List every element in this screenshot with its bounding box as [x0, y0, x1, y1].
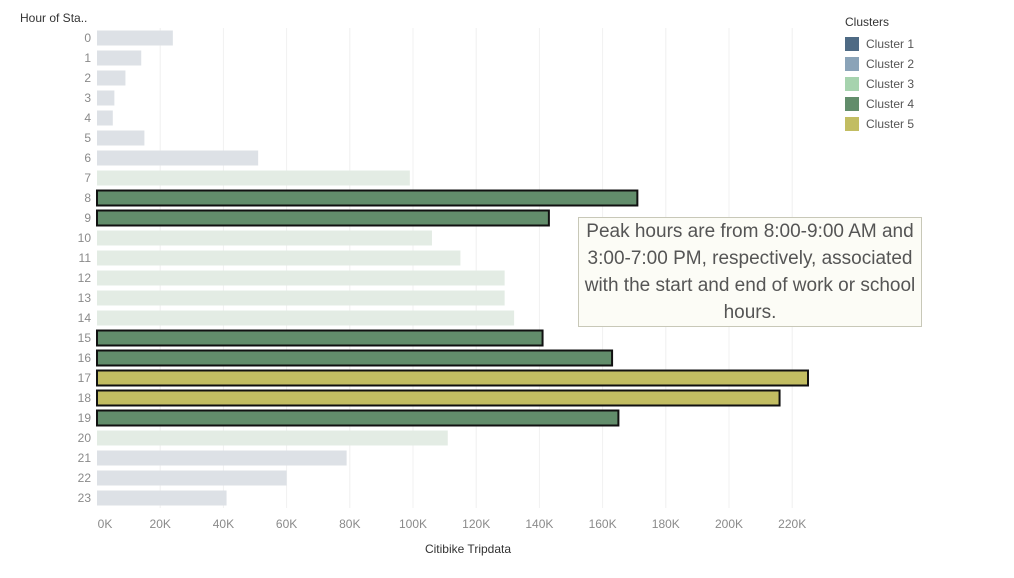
legend-label: Cluster 2	[866, 57, 915, 71]
y-tick-label: 23	[78, 491, 92, 505]
y-tick-label: 3	[84, 91, 91, 105]
y-tick-label: 11	[79, 251, 92, 265]
annotation-callout: Peak hours are from 8:00-9:00 AM and 3:0…	[578, 217, 922, 327]
legend-swatch	[845, 117, 859, 131]
legend-label: Cluster 3	[866, 77, 915, 91]
x-tick-label: 100K	[399, 517, 427, 531]
bar-hour-4[interactable]	[97, 110, 113, 126]
y-tick-label: 5	[84, 131, 91, 145]
x-tick-label: 160K	[589, 517, 617, 531]
y-tick-label: 18	[78, 391, 92, 405]
y-tick-label: 7	[84, 171, 91, 185]
bar-hour-8[interactable]	[96, 189, 639, 207]
bar-hour-6[interactable]	[97, 150, 259, 166]
bar-hour-13[interactable]	[97, 290, 505, 306]
bar-hour-14[interactable]	[97, 310, 515, 326]
y-tick-label: 2	[84, 71, 91, 85]
y-tick-label: 13	[78, 291, 92, 305]
legend: Clusters Cluster 1 Cluster 2 Cluster 3 C…	[845, 14, 965, 134]
bars-group	[96, 30, 809, 506]
bar-hour-9[interactable]	[96, 209, 550, 227]
annotation-text: Peak hours are from 8:00-9:00 AM and 3:0…	[584, 221, 916, 323]
bar-hour-10[interactable]	[97, 230, 432, 246]
x-axis-title: Citibike Tripdata	[425, 542, 511, 556]
bar-hour-17[interactable]	[96, 369, 809, 387]
x-tick-label: 180K	[652, 517, 680, 531]
bar-hour-2[interactable]	[97, 70, 126, 86]
bar-hour-20[interactable]	[97, 430, 448, 446]
legend-swatch	[845, 77, 859, 91]
x-tick-label: 60K	[276, 517, 297, 531]
y-tick-label: 0	[84, 31, 91, 45]
x-tick-label: 0K	[98, 517, 113, 531]
x-tick-label: 20K	[150, 517, 171, 531]
x-tick-label: 200K	[715, 517, 743, 531]
bar-hour-21[interactable]	[97, 450, 347, 466]
y-tick-label: 12	[78, 271, 92, 285]
y-tick-label: 14	[78, 311, 92, 325]
y-tick-label: 19	[78, 411, 92, 425]
x-tick-label: 220K	[778, 517, 806, 531]
legend-title: Clusters	[845, 15, 890, 29]
legend-swatch	[845, 37, 859, 51]
y-tick-label: 16	[78, 351, 92, 365]
x-tick-label: 140K	[525, 517, 553, 531]
bar-hour-11[interactable]	[97, 250, 461, 266]
legend-item-cluster-4[interactable]: Cluster 4	[845, 94, 965, 114]
x-tick-label: 80K	[339, 517, 360, 531]
y-axis-title: Hour of Sta..	[20, 11, 87, 25]
legend-item-cluster-5[interactable]: Cluster 5	[845, 114, 965, 134]
bar-hour-23[interactable]	[97, 490, 227, 506]
bar-hour-19[interactable]	[96, 409, 620, 427]
bar-hour-1[interactable]	[97, 50, 142, 66]
legend-label: Cluster 1	[866, 37, 915, 51]
bar-hour-22[interactable]	[97, 470, 287, 486]
bar-hour-7[interactable]	[97, 170, 410, 186]
legend-label: Cluster 4	[866, 97, 915, 111]
y-tick-label: 9	[84, 211, 91, 225]
y-tick-label: 6	[84, 151, 91, 165]
y-tick-label: 20	[78, 431, 92, 445]
bar-hour-12[interactable]	[97, 270, 505, 286]
bar-hour-15[interactable]	[96, 329, 544, 347]
legend-swatch	[845, 97, 859, 111]
bar-hour-0[interactable]	[97, 30, 173, 46]
legend-item-cluster-2[interactable]: Cluster 2	[845, 54, 965, 74]
y-tick-label: 10	[78, 231, 92, 245]
legend-item-cluster-3[interactable]: Cluster 3	[845, 74, 965, 94]
y-tick-label: 15	[78, 331, 92, 345]
y-tick-label: 21	[78, 451, 92, 465]
y-tick-label: 4	[84, 111, 91, 125]
bar-hour-18[interactable]	[96, 389, 781, 407]
legend-item-cluster-1[interactable]: Cluster 1	[845, 34, 965, 54]
y-tick-label: 8	[84, 191, 91, 205]
legend-label: Cluster 5	[866, 117, 915, 131]
y-tick-label: 17	[78, 371, 92, 385]
y-tick-label: 22	[78, 471, 92, 485]
y-tick-label: 1	[84, 51, 91, 65]
x-tick-labels: 0K 20K 40K 60K 80K 100K 120K 140K 160K 180K 200K 22…	[98, 517, 807, 531]
bar-hour-5[interactable]	[97, 130, 145, 146]
legend-swatch	[845, 57, 859, 71]
x-tick-label: 120K	[462, 517, 490, 531]
bar-hour-3[interactable]	[97, 90, 115, 106]
x-tick-label: 40K	[213, 517, 234, 531]
bar-hour-16[interactable]	[96, 349, 614, 367]
